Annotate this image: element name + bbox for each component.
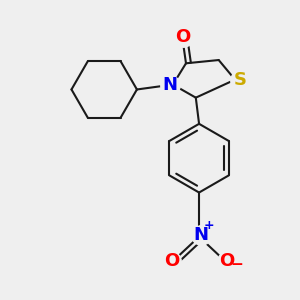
Text: O: O <box>164 252 179 270</box>
Text: O: O <box>219 252 235 270</box>
Text: N: N <box>193 226 208 244</box>
Text: N: N <box>162 76 177 94</box>
Text: +: + <box>204 219 214 232</box>
Text: −: − <box>230 257 243 272</box>
Text: S: S <box>233 71 247 89</box>
Text: O: O <box>175 28 190 46</box>
